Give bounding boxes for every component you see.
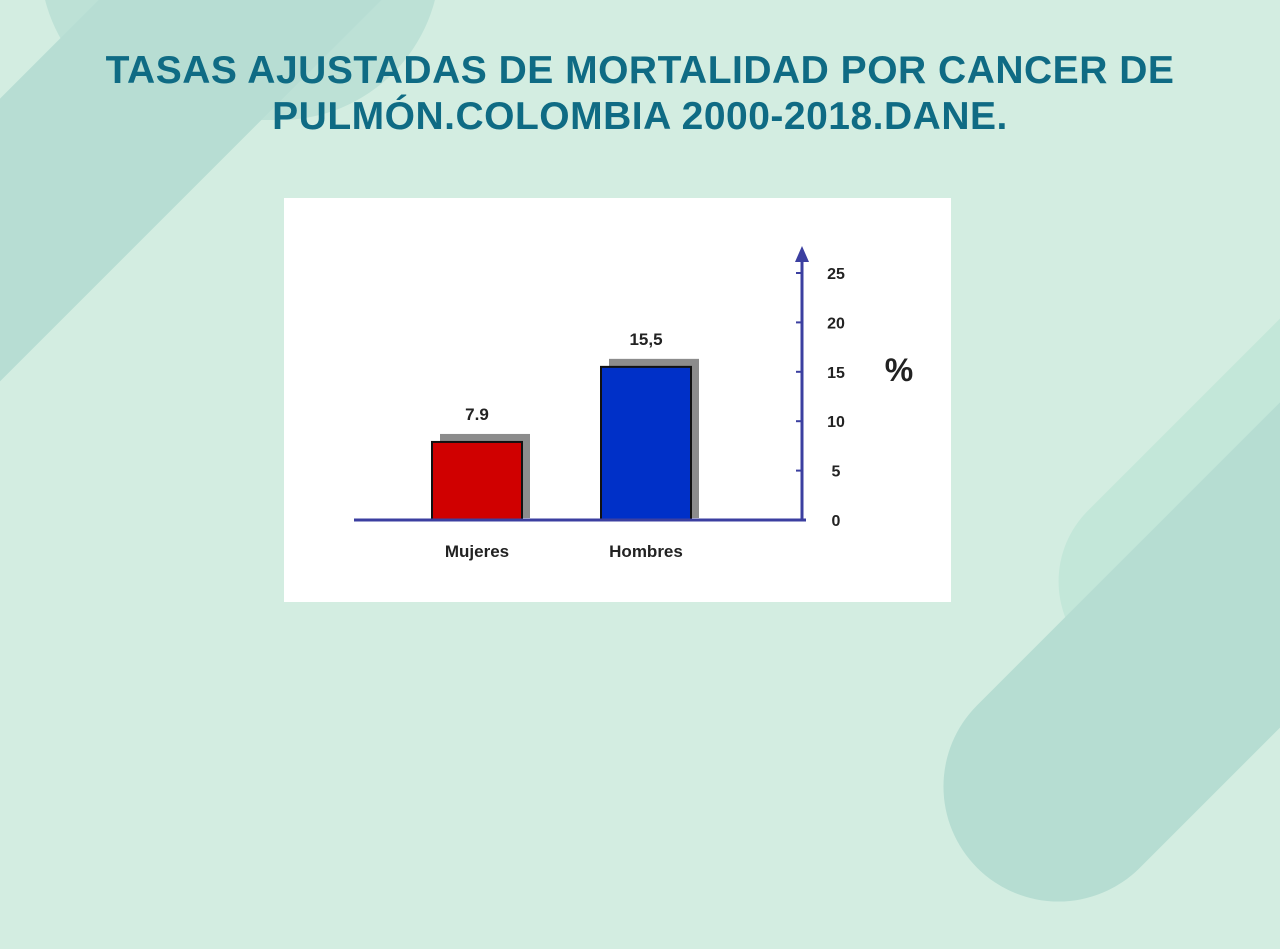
y-tick-label: 10 [827,414,845,431]
title-line-1: TASAS AJUSTADAS DE MORTALIDAD POR CANCER… [105,49,1175,92]
bar-hombres [600,365,692,521]
y-tick-label: 20 [827,315,845,332]
category-label: Mujeres [445,542,509,561]
bar-mujeres [431,440,523,521]
category-label: Hombres [609,542,683,561]
y-tick-label: 0 [832,513,841,530]
data-label: 15,5 [629,330,662,349]
page-title: TASAS AJUSTADAS DE MORTALIDAD POR CANCER… [0,48,1280,140]
bar-chart: 7.9 Mujeres 15,5 Hombres 0 5 10 15 20 25% [354,246,913,561]
y-tick-label: 25 [827,266,845,283]
data-label: 7.9 [465,405,489,424]
y-axis-arrow [795,246,809,262]
y-tick-label: 5 [832,464,841,481]
chart-panel: 7.9 Mujeres 15,5 Hombres 0 5 10 15 20 25% [284,198,951,602]
y-tick-label: 15 [827,365,845,382]
y-axis-label: % [885,352,913,388]
title-line-2: PULMÓN.COLOMBIA 2000-2018.DANE. [272,95,1008,138]
